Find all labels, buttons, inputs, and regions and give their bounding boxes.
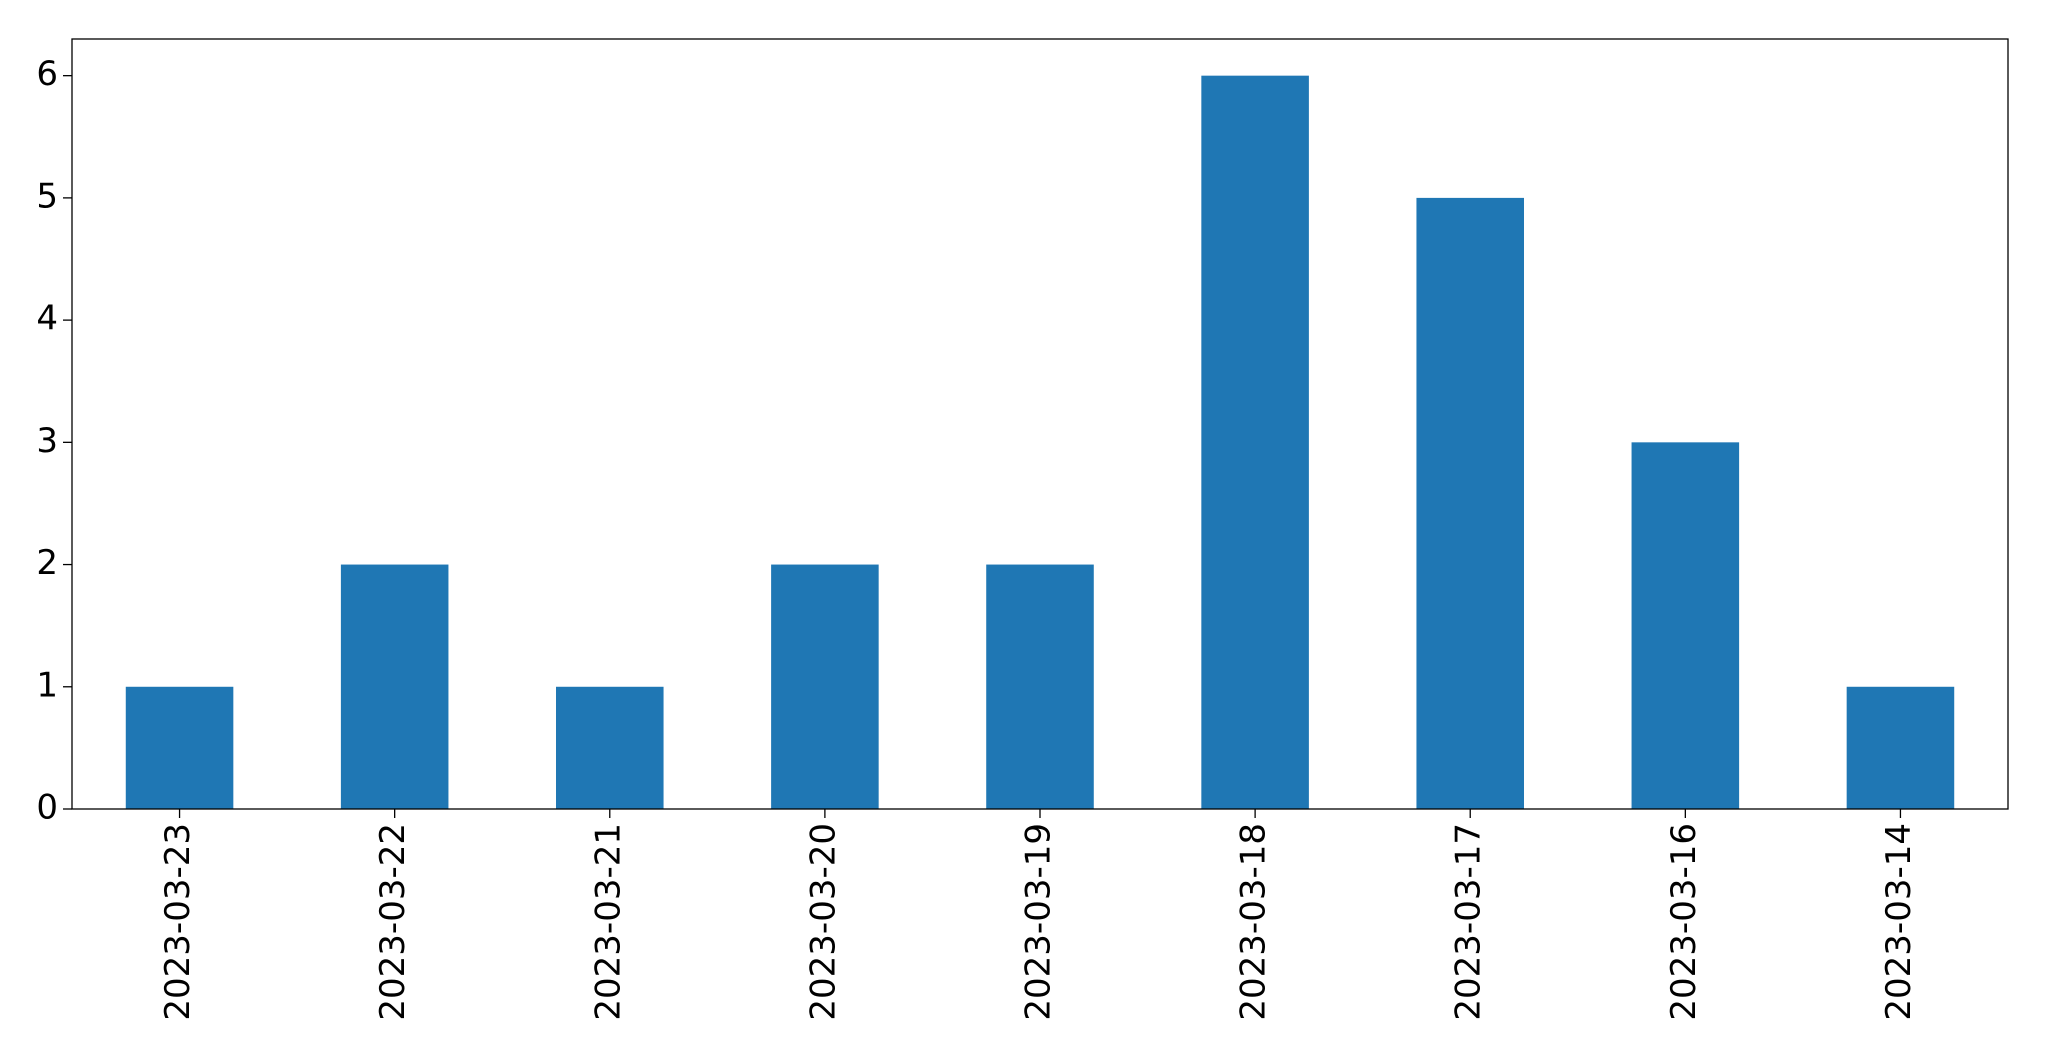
y-tick-label: 2 [36,543,58,583]
bar [1201,75,1309,809]
x-tick-label: 2023-03-21 [588,823,628,1021]
x-tick-label: 2023-03-17 [1449,823,1489,1021]
y-tick-label: 1 [36,665,58,705]
x-tick-label: 2023-03-23 [158,823,198,1021]
y-tick-label: 6 [36,54,58,94]
bar [1631,442,1740,809]
x-tick-label: 2023-03-22 [373,823,413,1021]
bar [986,564,1094,809]
y-tick-label: 0 [36,788,58,828]
x-tick-label: 2023-03-16 [1664,823,1704,1021]
bar [340,564,449,809]
plot-frame [71,38,2009,810]
y-tick-label: 4 [36,299,58,339]
bar [771,564,879,809]
x-tick-label: 2023-03-19 [1019,823,1059,1021]
bar [125,686,234,809]
bar [1416,197,1524,809]
y-tick-label: 5 [36,176,58,216]
y-tick-label: 3 [36,421,58,461]
bar [556,686,664,809]
x-tick-label: 2023-03-20 [803,823,843,1021]
x-tick-label: 2023-03-14 [1879,823,1919,1021]
x-tick-label: 2023-03-18 [1234,823,1274,1021]
bar [1846,686,1955,809]
